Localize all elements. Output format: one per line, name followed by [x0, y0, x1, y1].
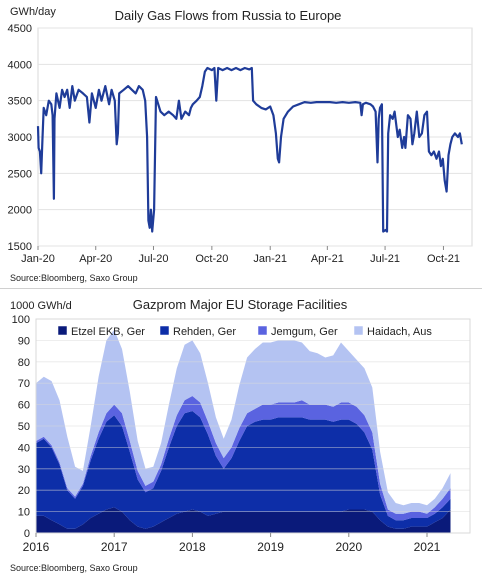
- storage-plot-frame: [35, 318, 471, 534]
- gas-flows-ytick-label: 2500: [8, 168, 32, 180]
- gas-flows-chart-svg: GWh/day Daily Gas Flows from Russia to E…: [8, 6, 473, 283]
- storage-legend-swatch: [57, 325, 68, 336]
- storage-ytick-label: 50: [18, 421, 30, 433]
- gas-flows-ytick-label: 3500: [8, 96, 32, 108]
- gas-flows-xtick-label: Jul-20: [138, 253, 168, 265]
- gas-flows-xtick-label: Apr-20: [79, 253, 112, 265]
- gas-flows-ytick-label: 1500: [8, 241, 32, 253]
- storage-legend-swatch: [257, 325, 268, 336]
- gas-flows-xtick-label: Jan-21: [253, 253, 287, 265]
- storage-area-series-4: [36, 329, 451, 514]
- gas-flows-chart: GWh/day Daily Gas Flows from Russia to E…: [0, 0, 482, 288]
- storage-ytick-label: 80: [18, 357, 30, 369]
- storage-legend-swatch: [353, 325, 364, 336]
- gas-flows-xtick-label: Oct-21: [427, 253, 460, 265]
- storage-ytick-label: 90: [18, 335, 30, 347]
- storage-legend-label: Etzel EKB, Ger: [71, 326, 145, 338]
- storage-xtick-label: 2017: [101, 540, 128, 554]
- gas-flows-xtick-label: Apr-21: [311, 253, 344, 265]
- gas-flows-xtick-label: Jan-20: [21, 253, 55, 265]
- storage-chart-svg: 1000 GWh/d Gazprom Major EU Storage Faci…: [10, 297, 471, 573]
- gas-flows-line: [36, 66, 463, 233]
- storage-xtick-label: 2020: [335, 540, 362, 554]
- storage-xtick-label: 2019: [257, 540, 284, 554]
- gas-flows-ylabel: GWh/day: [10, 6, 56, 18]
- panel-divider: [0, 288, 482, 289]
- storage-xtick-label: 2018: [179, 540, 206, 554]
- storage-area-series-3: [36, 396, 451, 521]
- storage-legend-label: Rehden, Ger: [173, 326, 236, 338]
- storage-legend-label: Jemgum, Ger: [271, 326, 338, 338]
- gas-flows-ytick-label: 4000: [8, 59, 32, 71]
- storage-source: Source:Bloomberg, Saxo Group: [10, 563, 138, 573]
- storage-legend-swatch: [159, 325, 170, 336]
- storage-title: Gazprom Major EU Storage Facilities: [133, 297, 348, 312]
- storage-legend-label: Haidach, Aus: [367, 326, 432, 338]
- storage-chart: 1000 GWh/d Gazprom Major EU Storage Faci…: [0, 289, 482, 578]
- storage-ytick-label: 0: [24, 528, 30, 540]
- gas-flows-title: Daily Gas Flows from Russia to Europe: [115, 8, 342, 23]
- gas-flows-xtick-label: Oct-20: [195, 253, 228, 265]
- storage-ytick-label: 40: [18, 442, 30, 454]
- gas-flows-ytick-label: 3000: [8, 132, 32, 144]
- gas-flows-xtick-label: Jul-21: [370, 253, 400, 265]
- storage-ytick-label: 30: [18, 464, 30, 476]
- storage-area-series-1: [36, 507, 451, 533]
- storage-ytick-label: 10: [18, 507, 30, 519]
- storage-ylabel: 1000 GWh/d: [10, 300, 72, 312]
- storage-ytick-label: 60: [18, 400, 30, 412]
- gas-flows-source: Source:Bloomberg, Saxo Group: [10, 273, 138, 283]
- gas-flows-ytick-label: 2000: [8, 205, 32, 217]
- storage-ytick-label: 70: [18, 378, 30, 390]
- storage-xtick-label: 2021: [414, 540, 441, 554]
- storage-ytick-label: 100: [12, 314, 30, 326]
- storage-ytick-label: 20: [18, 485, 30, 497]
- gas-flows-ytick-label: 4500: [8, 23, 32, 35]
- storage-xtick-label: 2016: [23, 540, 50, 554]
- storage-area-series-2: [36, 411, 451, 529]
